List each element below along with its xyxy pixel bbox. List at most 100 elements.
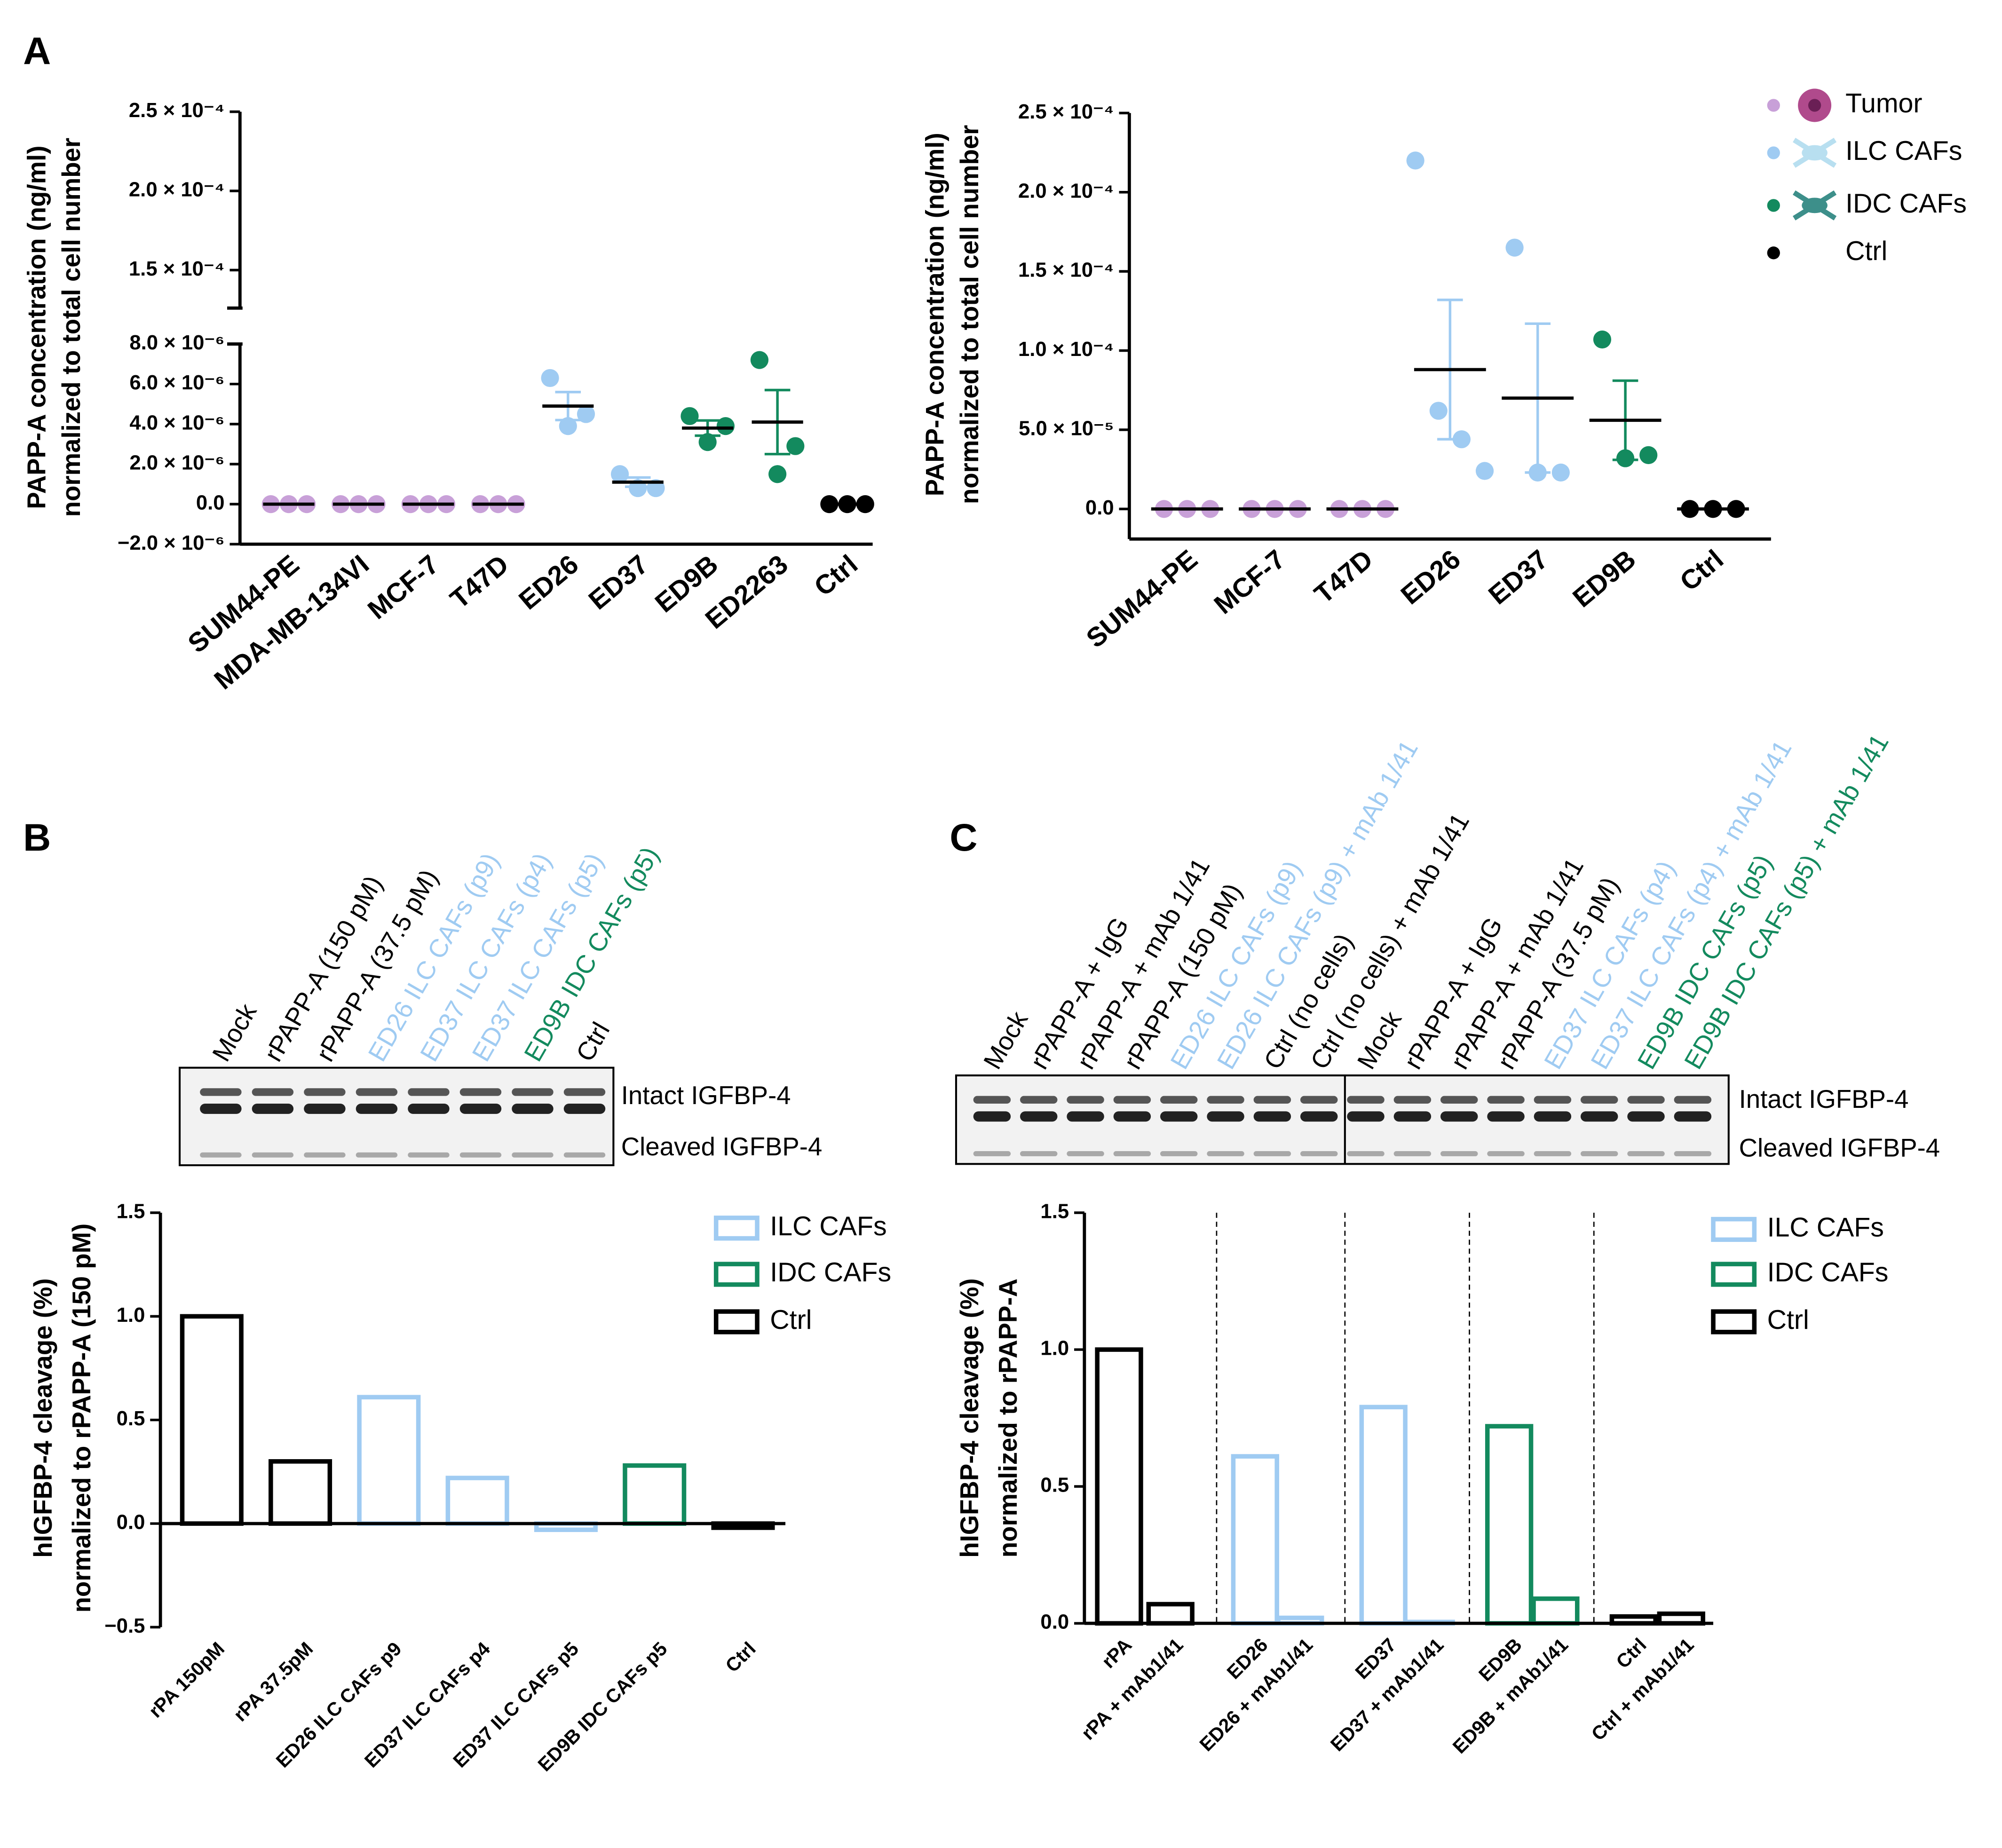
cleaved-band	[512, 1152, 554, 1158]
x-tick-label: Ctrl	[808, 549, 863, 602]
caf-icon	[1802, 145, 1828, 161]
blot	[178, 1066, 615, 1167]
intact-band	[1207, 1096, 1244, 1104]
bar	[180, 1314, 244, 1526]
y-axis-label: normalized to total cell number	[955, 125, 984, 504]
cleaved-band	[1487, 1151, 1525, 1156]
intact-band	[1113, 1096, 1151, 1104]
intact-band	[304, 1104, 346, 1114]
legend-label: IDC CAFs	[770, 1257, 891, 1287]
legend-dot	[1767, 99, 1780, 112]
data-point	[577, 405, 595, 423]
intact-band	[252, 1088, 294, 1096]
y-axis-label: PAPP-A concentration (ng/ml)	[920, 133, 949, 496]
intact-band	[1627, 1096, 1665, 1104]
data-point	[541, 369, 559, 387]
legend-label: IDC CAFs	[1767, 1257, 1889, 1287]
intact-band	[356, 1104, 398, 1114]
cleaved-band	[1580, 1151, 1618, 1156]
data-point	[716, 417, 735, 435]
intact-band	[252, 1104, 294, 1114]
intact-band	[512, 1088, 554, 1096]
data-point	[750, 351, 769, 369]
x-tick-label: T47D	[444, 549, 514, 615]
panel-label: C	[950, 816, 977, 859]
intact-band	[1580, 1096, 1618, 1104]
y-tick-label: 6.0 × 10⁻⁶	[129, 371, 224, 394]
legend-swatch	[1711, 1216, 1757, 1242]
legend-label: IDC CAFs	[1845, 189, 1967, 219]
x-tick-label: T47D	[1309, 544, 1378, 609]
y-tick-label: 1.5 × 10⁻⁴	[129, 257, 225, 280]
cleaved-band	[200, 1152, 242, 1158]
legend-label: Ctrl	[1845, 236, 1887, 266]
intact-band	[512, 1104, 554, 1114]
cleaved-band	[973, 1151, 1011, 1156]
intact-band	[563, 1088, 606, 1096]
intact-band	[1534, 1096, 1572, 1104]
intact-band	[973, 1111, 1011, 1122]
x-tick-label: SUM44-PE	[1081, 544, 1203, 654]
legend-swatch	[1711, 1262, 1757, 1287]
cleaved-band	[1393, 1151, 1432, 1156]
intact-band	[408, 1104, 450, 1114]
y-tick-label: 8.0 × 10⁻⁶	[129, 331, 224, 354]
panel-label: B	[23, 816, 51, 859]
y-tick-label: 1.5 × 10⁻⁴	[1018, 259, 1114, 282]
cleaved-band	[1347, 1151, 1385, 1156]
intact-band	[1347, 1096, 1385, 1104]
intact-band	[1487, 1096, 1525, 1104]
cleaved-band	[356, 1152, 398, 1158]
intact-band	[1067, 1111, 1104, 1122]
cleaved-band	[408, 1152, 450, 1158]
intact-band	[1534, 1111, 1572, 1122]
y-tick-label: 0.0	[117, 1511, 145, 1534]
y-tick-label: 0.0	[1085, 496, 1114, 519]
lane-label: Ctrl	[570, 1017, 615, 1066]
x-tick-label: rPA 37.5pM	[229, 1638, 317, 1726]
bar	[1485, 1424, 1534, 1626]
y-tick-label: 0.5	[117, 1407, 145, 1430]
bar	[1531, 1596, 1580, 1626]
bar	[1095, 1347, 1143, 1626]
x-tick-label: ED37	[1483, 544, 1554, 610]
intact-band	[1674, 1111, 1712, 1122]
x-tick-label: ED26	[513, 549, 584, 616]
intact-band	[1253, 1096, 1291, 1104]
x-tick-label: Ctrl	[1612, 1634, 1650, 1673]
lane-label: ED37 ILC CAFs (p4) + mAb 1/41	[1585, 735, 1797, 1074]
data-point	[610, 465, 629, 483]
intact-band	[1020, 1111, 1058, 1122]
intact-band	[1440, 1111, 1478, 1122]
intact-band	[1627, 1111, 1665, 1122]
legend-label: ILC CAFs	[770, 1211, 886, 1241]
bar	[1359, 1405, 1408, 1626]
intact-band	[1300, 1096, 1338, 1104]
cleaved-band	[252, 1152, 294, 1158]
legend-label: Tumor	[1845, 88, 1922, 118]
caf-icon	[1802, 197, 1828, 213]
lane-label: Mock	[206, 998, 262, 1066]
x-tick-label: rPA 150pM	[144, 1638, 229, 1722]
y-tick-label: 2.5 × 10⁻⁴	[129, 99, 225, 122]
data-point	[559, 417, 577, 435]
intact-band	[1487, 1111, 1525, 1122]
legend-swatch	[713, 1262, 760, 1287]
y-tick-label: 1.5	[1040, 1200, 1069, 1223]
legend-swatch	[713, 1309, 760, 1335]
cleaved-band	[1113, 1151, 1151, 1156]
y-axis-label: hIGFBP-4 cleavage (%)	[29, 1278, 57, 1557]
cleaved-band	[459, 1152, 502, 1158]
cleaved-band	[563, 1152, 606, 1158]
bar	[1146, 1602, 1195, 1626]
y-tick-label: 0.0	[196, 491, 225, 514]
cleaved-band	[1067, 1151, 1104, 1156]
y-tick-label: 2.0 × 10⁻⁶	[129, 451, 224, 474]
y-tick-label: 2.0 × 10⁻⁴	[1018, 179, 1114, 202]
x-tick-label: MCF-7	[362, 549, 444, 625]
x-tick-label: MCF-7	[1209, 544, 1291, 620]
legend-label: Ctrl	[1767, 1305, 1809, 1335]
intact-band	[1160, 1096, 1198, 1104]
intact-band	[1160, 1111, 1198, 1122]
intact-band	[1393, 1096, 1432, 1104]
